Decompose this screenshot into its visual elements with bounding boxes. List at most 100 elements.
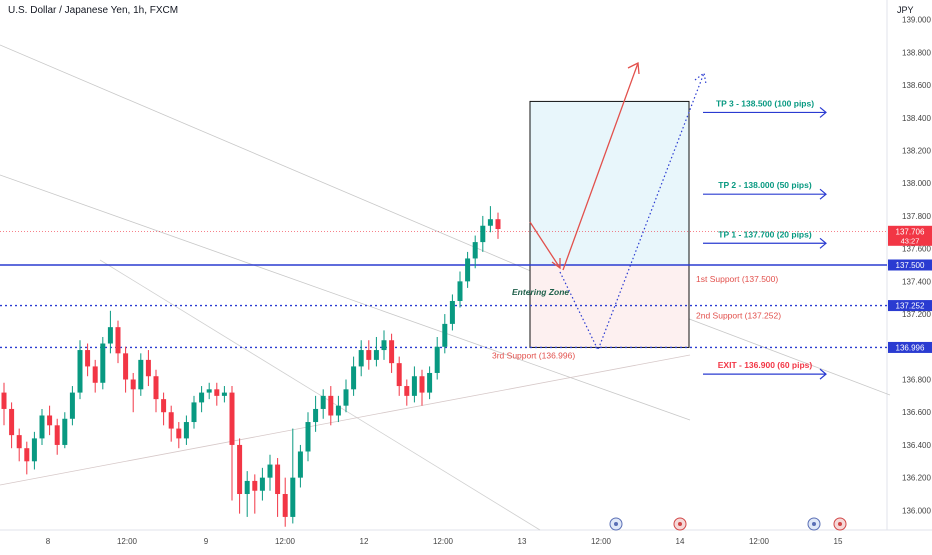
price-label-text: 137.500 xyxy=(896,261,925,270)
candle-body xyxy=(145,359,151,377)
alt-path xyxy=(559,72,705,352)
candle-body xyxy=(123,353,129,380)
candle-body xyxy=(176,428,182,439)
price-label-box xyxy=(888,300,932,312)
y-tick-label: 137.400 xyxy=(902,277,931,286)
candle-body xyxy=(54,425,60,445)
candle-body xyxy=(442,323,448,347)
y-tick-label: 139.000 xyxy=(902,16,931,25)
candle-body xyxy=(168,412,174,429)
y-tick-label: 136.800 xyxy=(902,376,931,385)
entering-zone-label: Entering Zone xyxy=(512,287,569,297)
candle-body xyxy=(487,219,493,226)
price-label-box xyxy=(888,259,932,271)
candle-body xyxy=(282,494,288,517)
candle-body xyxy=(305,422,311,452)
candle-body xyxy=(229,392,235,445)
candle-body xyxy=(1,392,7,409)
y-tick-label: 138.200 xyxy=(902,146,931,155)
level-arrow-head xyxy=(819,368,827,380)
candle-body xyxy=(480,225,486,243)
y-tick-label: 138.600 xyxy=(902,81,931,90)
candle-body xyxy=(267,464,273,478)
level-arrow-head xyxy=(819,237,827,249)
candle-body xyxy=(290,477,296,517)
candle-body xyxy=(411,376,417,396)
price-label-box xyxy=(888,225,932,246)
candle-body xyxy=(465,258,471,282)
candle-body xyxy=(115,327,121,354)
support-label: 3rd Support (136.996) xyxy=(492,350,575,360)
x-tick-label: 15 xyxy=(834,537,843,546)
candle-body xyxy=(206,389,212,393)
x-tick-label: 12:00 xyxy=(433,537,454,546)
y-tick-label: 136.000 xyxy=(902,506,931,515)
candle-body xyxy=(183,422,189,439)
price-label-text: 137.252 xyxy=(896,302,925,311)
event-marker-dot xyxy=(614,522,618,526)
candle-body xyxy=(107,327,113,344)
y-tick-label: 138.000 xyxy=(902,179,931,188)
y-tick-label: 136.400 xyxy=(902,441,931,450)
candle-body xyxy=(449,300,455,324)
x-tick-label: 12:00 xyxy=(117,537,138,546)
candle-body xyxy=(221,392,227,396)
candle-body xyxy=(199,392,205,403)
candle-body xyxy=(259,477,265,491)
x-tick-label: 12 xyxy=(360,537,369,546)
candle-body xyxy=(358,350,364,367)
event-marker-dot xyxy=(838,522,842,526)
candle-body xyxy=(495,219,501,230)
x-tick-label: 9 xyxy=(204,537,209,546)
y-tick-label: 136.200 xyxy=(902,474,931,483)
y-tick-label: 138.800 xyxy=(902,48,931,57)
candle-body xyxy=(335,405,341,416)
support-label: 1st Support (137.500) xyxy=(696,274,778,284)
price-label-text: 137.706 xyxy=(896,227,925,236)
candle-body xyxy=(16,435,22,449)
candle-body xyxy=(191,402,197,423)
trend-line xyxy=(0,354,691,486)
candle-body xyxy=(77,350,83,393)
candle-body xyxy=(69,392,75,419)
target-zone xyxy=(529,100,690,266)
candle-body xyxy=(275,464,281,495)
level-arrow-head xyxy=(819,106,827,118)
entry-arrow xyxy=(529,221,561,269)
candle-body xyxy=(343,389,349,406)
trend-line xyxy=(0,174,691,421)
candle-body xyxy=(404,386,410,396)
candle-body xyxy=(419,376,425,393)
x-tick-label: 12:00 xyxy=(591,537,612,546)
candle-body xyxy=(85,350,91,367)
level-label: EXIT - 136.900 (60 pips) xyxy=(718,360,813,370)
candle-body xyxy=(100,343,106,383)
candle-body xyxy=(9,408,15,436)
level-label: TP 3 - 138.500 (100 pips) xyxy=(716,98,814,108)
candle-body xyxy=(313,408,319,423)
currency-label: JPY xyxy=(897,5,914,15)
candle-body xyxy=(373,350,379,360)
entry-arrow-head xyxy=(551,258,561,270)
candle-body xyxy=(153,376,159,400)
symbol-title: U.S. Dollar / Japanese Yen, 1h, FXCM xyxy=(8,5,179,16)
candle-body xyxy=(252,480,258,491)
x-tick-label: 14 xyxy=(676,537,685,546)
candle-body xyxy=(351,366,357,390)
candle-body xyxy=(62,418,68,445)
price-label-box xyxy=(888,341,932,353)
candle-body xyxy=(457,281,463,301)
candle-body xyxy=(161,399,167,413)
x-tick-label: 13 xyxy=(518,537,527,546)
x-tick-label: 8 xyxy=(46,537,51,546)
trend-line xyxy=(99,259,541,531)
level-label: TP 1 - 137.700 (20 pips) xyxy=(718,229,812,239)
candle-body xyxy=(396,363,402,387)
y-tick-label: 137.600 xyxy=(902,245,931,254)
bull-arrow-head xyxy=(627,61,640,75)
candle-body xyxy=(92,366,98,383)
price-label-countdown: 43:27 xyxy=(901,236,920,245)
candle-body xyxy=(472,242,478,259)
